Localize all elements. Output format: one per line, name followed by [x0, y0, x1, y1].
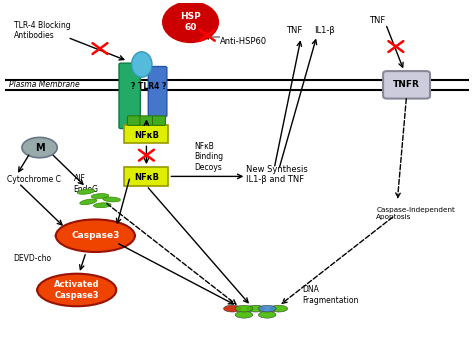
Text: NFκB: NFκB	[134, 131, 159, 140]
Circle shape	[163, 2, 219, 43]
Text: NFκB: NFκB	[134, 173, 159, 182]
Text: TNF: TNF	[369, 16, 386, 25]
Ellipse shape	[125, 233, 136, 239]
Text: NFκB
Binding
Decoys: NFκB Binding Decoys	[194, 142, 223, 172]
Ellipse shape	[36, 287, 49, 293]
FancyBboxPatch shape	[128, 116, 140, 125]
FancyBboxPatch shape	[153, 116, 165, 125]
FancyBboxPatch shape	[124, 125, 168, 143]
Ellipse shape	[56, 219, 135, 252]
Ellipse shape	[80, 199, 97, 204]
FancyBboxPatch shape	[383, 71, 430, 99]
Ellipse shape	[55, 233, 66, 239]
Text: TLR-4 Blocking
Antibodies: TLR-4 Blocking Antibodies	[14, 21, 71, 40]
Ellipse shape	[37, 274, 116, 306]
Text: AIF
EndoG: AIF EndoG	[73, 174, 99, 193]
Text: Caspase-Independent
Apoptosis: Caspase-Independent Apoptosis	[376, 207, 455, 220]
Ellipse shape	[91, 194, 109, 199]
FancyBboxPatch shape	[148, 66, 167, 117]
Ellipse shape	[235, 311, 253, 318]
Text: Plasma Membrane: Plasma Membrane	[9, 80, 80, 89]
Text: Activated
Caspase3: Activated Caspase3	[54, 280, 100, 300]
Ellipse shape	[77, 189, 95, 194]
Ellipse shape	[247, 305, 264, 312]
Ellipse shape	[22, 137, 57, 158]
Text: Cytochrome C: Cytochrome C	[7, 175, 61, 184]
Ellipse shape	[270, 305, 288, 312]
FancyBboxPatch shape	[119, 63, 140, 129]
Ellipse shape	[258, 311, 276, 318]
Ellipse shape	[103, 197, 120, 202]
Ellipse shape	[93, 203, 111, 208]
Ellipse shape	[258, 305, 276, 312]
FancyBboxPatch shape	[124, 167, 168, 186]
Text: TNF: TNF	[286, 26, 302, 35]
Ellipse shape	[132, 52, 152, 77]
Ellipse shape	[224, 305, 241, 312]
Text: New Synthesis
IL1-β and TNF: New Synthesis IL1-β and TNF	[246, 165, 308, 184]
Text: DEVD-cho: DEVD-cho	[13, 254, 51, 263]
Text: HSP
60: HSP 60	[180, 12, 201, 32]
Text: Anti-HSP60: Anti-HSP60	[220, 37, 267, 46]
Text: ? TLR4 ?: ? TLR4 ?	[131, 82, 166, 91]
Text: DNA
Fragmentation: DNA Fragmentation	[302, 285, 358, 305]
FancyBboxPatch shape	[140, 116, 153, 125]
Ellipse shape	[235, 305, 253, 312]
Text: M: M	[35, 143, 45, 153]
Text: TNFR: TNFR	[393, 80, 420, 89]
Text: Caspase3: Caspase3	[71, 231, 119, 240]
Text: IL1-β: IL1-β	[314, 26, 334, 35]
